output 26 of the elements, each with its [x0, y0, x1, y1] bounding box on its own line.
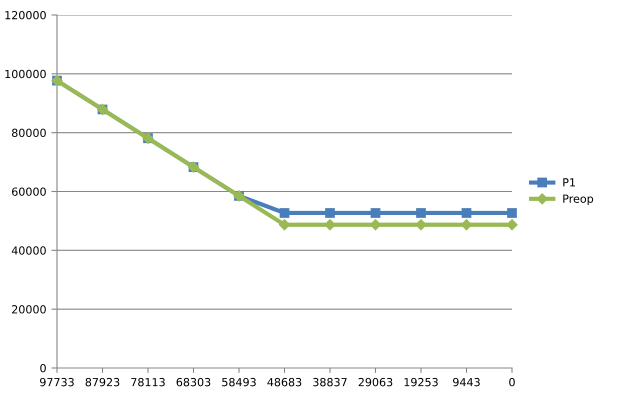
- x-tick-label: 29063: [358, 378, 392, 386]
- y-tick-label: 0: [40, 364, 46, 372]
- point: [370, 208, 380, 218]
- point: [416, 208, 426, 218]
- y-tick-label: 60000: [12, 187, 46, 196]
- x-tick-label: 19253: [404, 378, 438, 386]
- y-tick-label: 120000: [5, 10, 46, 20]
- y-tick-label: 80000: [12, 128, 46, 138]
- x-tick-label: 38837: [313, 378, 347, 386]
- point: [280, 208, 290, 218]
- x-tick-label: 58493: [222, 378, 256, 386]
- point: [507, 208, 517, 218]
- legend-label: P1: [563, 178, 575, 186]
- x-tick-label: 97733: [40, 378, 74, 386]
- x-tick-label: 87923: [86, 378, 120, 386]
- x-tick-label: 48683: [267, 378, 302, 386]
- y-tick-label: 20000: [12, 305, 46, 314]
- x-tick-label: 78113: [131, 378, 165, 386]
- point: [325, 208, 335, 218]
- x-tick-label: 9443: [453, 378, 480, 386]
- y-tick-label: 100000: [5, 70, 46, 78]
- x-tick-label: 0: [509, 378, 515, 386]
- point: [462, 208, 472, 218]
- y-tick-label: 40000: [12, 246, 46, 255]
- x-tick-label: 68303: [176, 378, 210, 386]
- legend-label: Preop: [563, 194, 594, 206]
